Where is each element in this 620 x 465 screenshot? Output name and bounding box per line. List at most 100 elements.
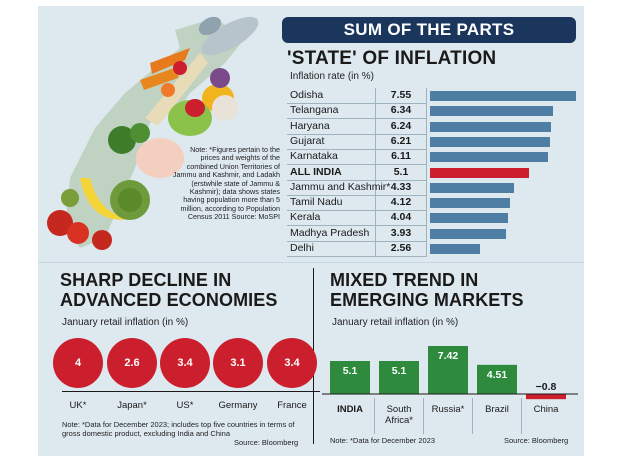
market-label: China xyxy=(534,404,560,415)
state-bar xyxy=(430,106,553,117)
state-row: Delhi 2.56 xyxy=(287,241,579,257)
market-label: Brazil xyxy=(485,404,509,415)
state-row: Jammu and Kashmir* 4.33 xyxy=(287,180,579,196)
state-label: Kerala xyxy=(290,211,321,224)
top-note: Note: *Figures pertain to the prices and… xyxy=(172,145,280,222)
market-label: Africa* xyxy=(385,415,413,426)
state-label: Haryana xyxy=(290,119,330,132)
advanced-economies-subtitle: January retail inflation (in %) xyxy=(62,317,189,328)
baseline xyxy=(62,391,320,392)
country-label: UK* xyxy=(69,400,87,411)
state-value: 6.11 xyxy=(391,150,411,163)
state-label: Delhi xyxy=(290,242,314,254)
inflation-bubble: 2.6 xyxy=(107,338,157,388)
title-line: MIXED TREND IN xyxy=(330,270,479,290)
market-value-label: 5.1 xyxy=(392,365,407,377)
banner-title: SUM OF THE PARTS xyxy=(282,17,576,43)
advanced-economies-title: SHARP DECLINE IN ADVANCED ECONOMIES xyxy=(60,270,310,310)
state-value: 6.24 xyxy=(390,119,412,132)
state-row: Odisha 7.55 xyxy=(287,88,579,104)
market-value-label: 5.1 xyxy=(343,365,358,377)
row-divider xyxy=(287,225,427,227)
market-label: South xyxy=(387,404,412,415)
emerging-markets-chart: 5.1 5.1 7.42 4.51 −0.8 INDIA South Africa* Russi… xyxy=(316,326,584,438)
state-row: Kerala 4.04 xyxy=(287,210,579,227)
state-value: 7.55 xyxy=(390,89,412,101)
state-label: Madhya Pradesh xyxy=(290,226,370,239)
state-bar xyxy=(430,121,551,132)
row-divider xyxy=(287,194,427,196)
title-line: SHARP DECLINE IN xyxy=(60,270,232,290)
state-bar xyxy=(430,91,576,101)
row-divider xyxy=(287,210,427,212)
row-divider xyxy=(287,133,427,135)
market-bar xyxy=(526,394,566,400)
state-bar xyxy=(430,228,506,239)
state-label: Tamil Nadu xyxy=(290,196,343,209)
row-divider xyxy=(287,256,427,257)
row-divider xyxy=(287,118,427,120)
state-value: 3.93 xyxy=(390,226,412,239)
inflation-bubble: 3.4 xyxy=(267,338,317,388)
title-line: ADVANCED ECONOMIES xyxy=(60,290,278,310)
state-row: Madhya Pradesh 3.93 xyxy=(287,226,579,242)
section-divider xyxy=(38,262,584,263)
emerging-markets-source: Source: Bloomberg xyxy=(504,436,569,445)
state-bar xyxy=(430,167,529,178)
advanced-economies-chart: 4 UK* 2.6 Japan* 3.4 US* 3.1 Germany 3.4 France xyxy=(40,332,320,417)
state-label: Karnataka xyxy=(290,150,338,163)
state-chart-subtitle: Inflation rate (in %) xyxy=(290,71,374,82)
produce-arrow-illustration xyxy=(40,8,280,258)
row-divider xyxy=(287,240,427,242)
state-row: Telangana 6.34 xyxy=(287,103,579,120)
state-label: Jammu and Kashmir* xyxy=(290,180,391,193)
state-bar xyxy=(430,152,549,163)
state-value: 4.33 xyxy=(390,180,412,193)
emerging-markets-note: Note: *Data for December 2023 xyxy=(330,436,436,445)
state-row: Gujarat 6.21 xyxy=(287,134,579,150)
market-label: INDIA xyxy=(337,404,363,415)
inflation-bubble: 4 xyxy=(53,338,103,388)
state-bar xyxy=(430,198,510,209)
market-bar xyxy=(477,364,517,394)
country-label: Germany xyxy=(218,400,258,411)
country-label: France xyxy=(277,400,307,411)
market-value-label: 4.51 xyxy=(487,369,508,381)
state-inflation-chart: Odisha 7.55 Telangana 6.34 Haryana 6.24 Gujara… xyxy=(287,88,579,257)
country-label: Japan* xyxy=(117,400,147,411)
state-bar xyxy=(430,182,514,193)
market-bar xyxy=(379,361,419,394)
inflation-bubble: 3.1 xyxy=(213,338,263,388)
state-label: ALL INDIA xyxy=(290,165,342,178)
market-value-label: 7.42 xyxy=(438,350,459,362)
row-divider xyxy=(287,148,427,150)
market-bar xyxy=(330,361,370,394)
state-value: 5.1 xyxy=(393,165,409,178)
state-bar xyxy=(430,213,509,224)
state-value: 2.56 xyxy=(390,242,412,254)
state-value: 6.34 xyxy=(390,104,412,117)
state-chart-title: 'STATE' OF INFLATION xyxy=(287,48,497,69)
country-label: US* xyxy=(176,400,194,411)
state-bar xyxy=(430,244,480,254)
row-divider xyxy=(287,164,427,166)
state-bar xyxy=(430,136,551,147)
state-value: 4.04 xyxy=(390,211,412,224)
advanced-economies-note: Note: *Data for December 2023; includes … xyxy=(62,420,295,438)
emerging-markets-subtitle: January retail inflation (in %) xyxy=(332,317,459,328)
inflation-bubble: 3.4 xyxy=(160,338,210,388)
market-label: Russia* xyxy=(432,404,465,415)
title-line: EMERGING MARKETS xyxy=(330,290,524,310)
state-row: Tamil Nadu 4.12 xyxy=(287,195,579,212)
state-value: 6.21 xyxy=(390,134,412,147)
state-row: Karnataka 6.11 xyxy=(287,149,579,166)
table-divider xyxy=(426,88,427,256)
state-label: Telangana xyxy=(290,104,339,117)
row-divider xyxy=(287,179,427,181)
state-row: ALL INDIA 5.1 xyxy=(287,165,579,181)
table-divider xyxy=(375,88,376,256)
row-divider xyxy=(287,103,427,104)
state-value: 4.12 xyxy=(390,196,412,209)
market-value-label: −0.8 xyxy=(536,381,557,393)
state-label: Gujarat xyxy=(290,134,325,147)
